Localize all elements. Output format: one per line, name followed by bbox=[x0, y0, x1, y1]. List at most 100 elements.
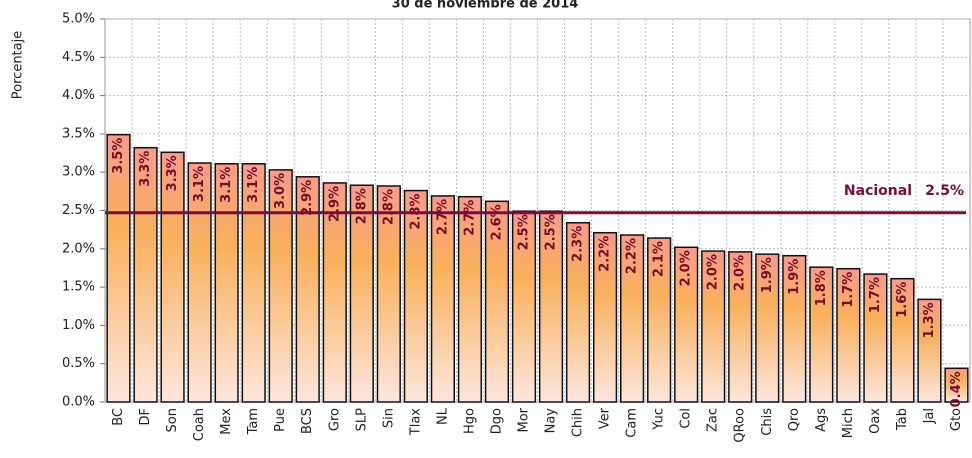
x-tick-label: Tam bbox=[246, 408, 261, 435]
bar bbox=[620, 234, 645, 403]
bar bbox=[890, 277, 915, 403]
bar bbox=[268, 169, 293, 403]
bar bbox=[863, 273, 888, 403]
x-tick-label: Pue bbox=[273, 408, 288, 432]
x-tick-label: BCS bbox=[300, 408, 315, 434]
bar bbox=[376, 185, 401, 403]
value-label: 3.5% bbox=[111, 138, 126, 174]
value-label: 2.0% bbox=[679, 250, 694, 286]
value-label: 0.4% bbox=[949, 371, 964, 407]
x-tick-label: Gto bbox=[949, 408, 964, 431]
bar bbox=[430, 195, 455, 403]
x-tick-label: Cam bbox=[625, 408, 640, 438]
bar bbox=[295, 176, 320, 403]
value-label: 2.6% bbox=[489, 204, 504, 240]
y-tick-label: 4.0% bbox=[62, 88, 95, 103]
y-tick-label: 3.5% bbox=[62, 126, 95, 141]
value-label: 3.3% bbox=[165, 155, 180, 191]
y-tick-label: 2.5% bbox=[62, 203, 95, 218]
value-label: 1.6% bbox=[895, 282, 910, 318]
x-tick-label: Tlax bbox=[408, 408, 423, 437]
bar bbox=[728, 251, 753, 403]
bar bbox=[755, 253, 780, 403]
bar bbox=[917, 298, 942, 403]
x-tick-label: Coah bbox=[192, 408, 207, 441]
value-label: 1.8% bbox=[814, 270, 829, 306]
value-label: 2.7% bbox=[462, 200, 477, 236]
x-tick-label: Mich bbox=[841, 408, 856, 438]
x-tick-label: Tab bbox=[895, 408, 910, 431]
value-label: 1.3% bbox=[922, 302, 937, 338]
value-label: 3.1% bbox=[219, 167, 234, 203]
y-tick-label: 1.0% bbox=[62, 318, 95, 333]
x-tick-label: Zac bbox=[706, 408, 721, 432]
x-tick-label: Mor bbox=[516, 407, 531, 432]
value-label: 2.9% bbox=[300, 180, 315, 216]
bar bbox=[782, 254, 807, 403]
bar bbox=[592, 231, 618, 403]
value-label: 2.3% bbox=[571, 226, 586, 262]
value-label: 2.9% bbox=[327, 186, 342, 222]
y-tick-label: 0.0% bbox=[62, 395, 95, 410]
y-axis-label: Porcentaje bbox=[11, 31, 26, 99]
bar bbox=[160, 151, 185, 403]
value-label: 3.0% bbox=[273, 173, 288, 209]
bar bbox=[187, 162, 212, 403]
value-label: 2.8% bbox=[381, 189, 396, 225]
bar bbox=[565, 222, 591, 403]
x-tick-label: Oax bbox=[868, 408, 883, 434]
value-label: 2.2% bbox=[598, 236, 613, 272]
x-tick-label: Sin bbox=[381, 408, 396, 428]
value-label: 3.1% bbox=[192, 166, 207, 202]
value-label: 2.0% bbox=[706, 254, 721, 290]
value-label: 3.1% bbox=[246, 167, 261, 203]
x-tick-label: Chih bbox=[571, 408, 586, 437]
bar bbox=[403, 189, 428, 403]
bar bbox=[214, 163, 239, 403]
value-label: 2.5% bbox=[544, 214, 559, 250]
y-tick-label: 1.5% bbox=[62, 280, 95, 295]
x-tick-label: DF bbox=[138, 408, 153, 426]
value-label: 1.9% bbox=[760, 257, 775, 293]
bar bbox=[944, 367, 969, 403]
value-label: 2.7% bbox=[435, 199, 450, 235]
x-tick-label: Gro bbox=[327, 408, 342, 431]
bar bbox=[457, 195, 483, 403]
bar bbox=[647, 237, 672, 403]
value-label: 2.1% bbox=[652, 241, 667, 277]
x-tick-label: Col bbox=[679, 408, 694, 429]
x-tick-label: QRoo bbox=[733, 408, 748, 443]
x-tick-label: Ver bbox=[598, 407, 613, 429]
value-label: 3.3% bbox=[138, 151, 153, 187]
y-tick-label: 3.0% bbox=[62, 165, 95, 180]
value-label: 2.5% bbox=[516, 214, 531, 250]
bar bbox=[701, 250, 726, 403]
chart-title: 30 de noviembre de 2014 bbox=[392, 0, 579, 12]
x-tick-label: SLP bbox=[354, 408, 369, 431]
value-label: 2.0% bbox=[733, 255, 748, 291]
y-tick-label: 5.0% bbox=[62, 12, 95, 27]
y-tick-label: 0.5% bbox=[62, 356, 95, 371]
bar bbox=[322, 182, 347, 403]
x-tick-label: Ags bbox=[814, 408, 829, 432]
reference-name: Nacional bbox=[844, 183, 912, 199]
value-label: 1.7% bbox=[841, 272, 856, 308]
bar bbox=[133, 146, 158, 403]
value-label: 2.8% bbox=[354, 188, 369, 224]
bar bbox=[484, 200, 510, 403]
x-tick-label: NL bbox=[435, 407, 450, 425]
bar bbox=[836, 267, 861, 403]
value-label: 1.7% bbox=[868, 277, 883, 313]
bar bbox=[809, 266, 834, 403]
bar bbox=[674, 246, 699, 403]
y-tick-label: 4.5% bbox=[62, 50, 95, 65]
x-tick-label: Chis bbox=[760, 408, 775, 436]
x-tick-label: Hgo bbox=[462, 408, 477, 434]
bar bbox=[538, 210, 564, 403]
y-tick-label: 2.0% bbox=[62, 241, 95, 256]
bar bbox=[106, 133, 131, 403]
x-tick-label: BC bbox=[111, 408, 126, 426]
x-tick-label: Mex bbox=[219, 408, 234, 435]
x-tick-label: Qro bbox=[787, 408, 802, 431]
